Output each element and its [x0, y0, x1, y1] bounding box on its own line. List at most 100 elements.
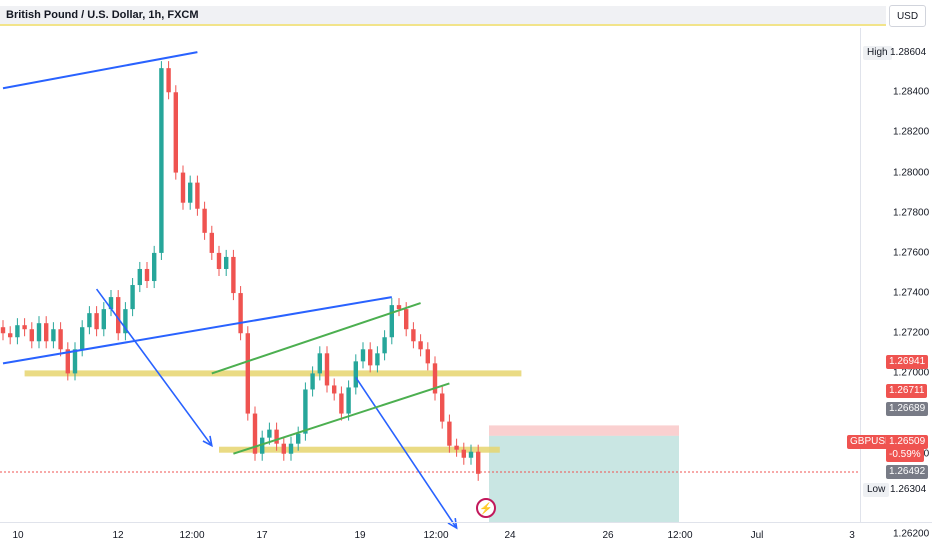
candle-body [202, 208, 207, 233]
candle-body [461, 449, 466, 458]
candle-body [382, 337, 387, 354]
support-zone-1 [24, 370, 522, 377]
time-tick-label: 10 [12, 530, 24, 541]
arrow-line-3 [355, 376, 458, 529]
candle-body [260, 437, 265, 454]
candle-body [396, 305, 402, 310]
candle-body [159, 68, 164, 253]
change-percent-tag: -0.59% [886, 448, 924, 462]
candle-body [267, 429, 272, 438]
candle-body [447, 421, 452, 446]
candle-body [8, 333, 13, 338]
time-tick-label: 17 [256, 530, 268, 541]
price-tick-label: 1.27600 [893, 247, 930, 259]
candle-body [224, 256, 229, 269]
lower-price-tag: 1.26492 [886, 465, 929, 479]
candle-body [152, 252, 157, 282]
candle-body [58, 329, 63, 350]
candle-body [137, 268, 142, 286]
arrow-line-2 [95, 288, 213, 447]
candle-body [72, 349, 78, 374]
candle-body [94, 313, 99, 330]
candle-body [22, 325, 27, 330]
candle-body [173, 92, 178, 173]
candle-body [36, 323, 42, 342]
flash-icon[interactable]: ⚡ [476, 498, 496, 518]
symbol-tag: GBPUSD [847, 435, 896, 449]
candle-body [101, 309, 106, 330]
price-tick-label: 1.28000 [893, 167, 930, 179]
price-axis-separator [860, 28, 861, 522]
candle-body [216, 252, 222, 269]
candle-body [123, 309, 128, 334]
zone-price-tag: 1.26941 [886, 355, 929, 369]
candle-body [425, 349, 430, 364]
candle-body [432, 363, 438, 394]
candle-body [130, 285, 135, 310]
candle-body [245, 333, 250, 414]
candle-body [418, 341, 423, 350]
time-tick-label: 12 [112, 530, 124, 541]
candle-body [454, 445, 459, 450]
time-tick-label: Jul [750, 530, 764, 541]
time-tick-label: 12:00 [179, 530, 205, 541]
candle-body [288, 443, 294, 454]
candle-body [51, 329, 56, 342]
candle-body [29, 329, 34, 342]
candle-body [87, 313, 92, 328]
candle-body [404, 309, 409, 330]
candle-body [389, 305, 394, 338]
candle-body [476, 451, 481, 474]
candle-body [180, 172, 186, 203]
candle-body [360, 349, 366, 362]
price-tick-label: 1.27000 [893, 367, 930, 379]
candle-body [296, 433, 301, 444]
candle-body [317, 353, 322, 374]
candle-body [166, 68, 171, 93]
price-tick-label: 1.27400 [893, 287, 930, 299]
price-tick-label: 1.28200 [893, 126, 930, 138]
low-value: 1.26304 [890, 484, 927, 495]
price-tick-label: 1.27800 [893, 207, 930, 219]
price-tick-label: 1.28400 [893, 86, 930, 98]
currency-selector[interactable]: USD [889, 5, 926, 27]
candle-body [274, 429, 279, 444]
chart-title-bar: British Pound / U.S. Dollar, 1h, FXCM [0, 6, 886, 26]
time-tick-label: 19 [354, 530, 366, 541]
candle-body [108, 297, 114, 310]
stop-loss-zone [489, 425, 679, 436]
arrow-head-3 [447, 518, 458, 530]
price-tick-label: 1.26200 [893, 528, 930, 540]
price-tick-label: 1.27200 [893, 327, 930, 339]
high-label: High [863, 46, 892, 60]
arrow-head-2 [202, 435, 213, 448]
candle-body [252, 413, 258, 454]
time-tick-label: 24 [504, 530, 516, 541]
candle-body [303, 389, 308, 434]
channel-lower [233, 382, 450, 455]
candle-body [80, 327, 85, 350]
stop-price-tag: 1.26711 [886, 384, 928, 398]
candle-body [65, 349, 70, 374]
high-value: 1.28604 [890, 47, 927, 58]
candle-body [310, 373, 315, 390]
candle-body [238, 293, 243, 334]
time-axis-separator [0, 522, 932, 523]
candle-body [15, 325, 20, 338]
time-tick-label: 26 [602, 530, 614, 541]
candle-body [209, 232, 214, 253]
candle-body [44, 323, 49, 342]
candle-body [116, 297, 121, 334]
candle-body [195, 182, 200, 209]
candle-body [339, 393, 344, 414]
trendline-0 [2, 51, 198, 90]
time-tick-label: 12:00 [423, 530, 449, 541]
current-price-tag: 1.26509 [886, 435, 929, 449]
chart-title: British Pound / U.S. Dollar, 1h, FXCM [6, 9, 199, 21]
candle-body [281, 443, 286, 454]
entry-price-tag: 1.26689 [886, 402, 929, 416]
trendline-1 [2, 296, 392, 365]
candle-body [324, 353, 330, 386]
low-label: Low [863, 483, 890, 497]
